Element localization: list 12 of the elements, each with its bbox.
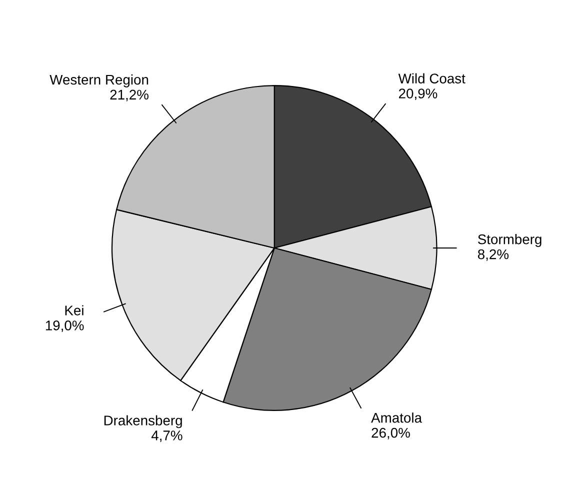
- data-label: 20,9%: [398, 88, 438, 100]
- slice-label: Drakensberg: [104, 415, 182, 428]
- slice-label: Western Region: [50, 74, 148, 88]
- slice-label: Kei: [65, 305, 84, 316]
- data-label: 26,0%: [372, 428, 410, 440]
- slice-label: Wild Coast: [398, 73, 466, 84]
- data-label: 4,7%: [151, 430, 182, 442]
- data-label: 8,2%: [478, 249, 509, 261]
- data-label: 19,0%: [46, 320, 84, 332]
- data-label: 21,2%: [110, 90, 148, 102]
- slice-label: Amatola: [371, 412, 422, 423]
- legend-label: Stormberg: [478, 234, 542, 247]
